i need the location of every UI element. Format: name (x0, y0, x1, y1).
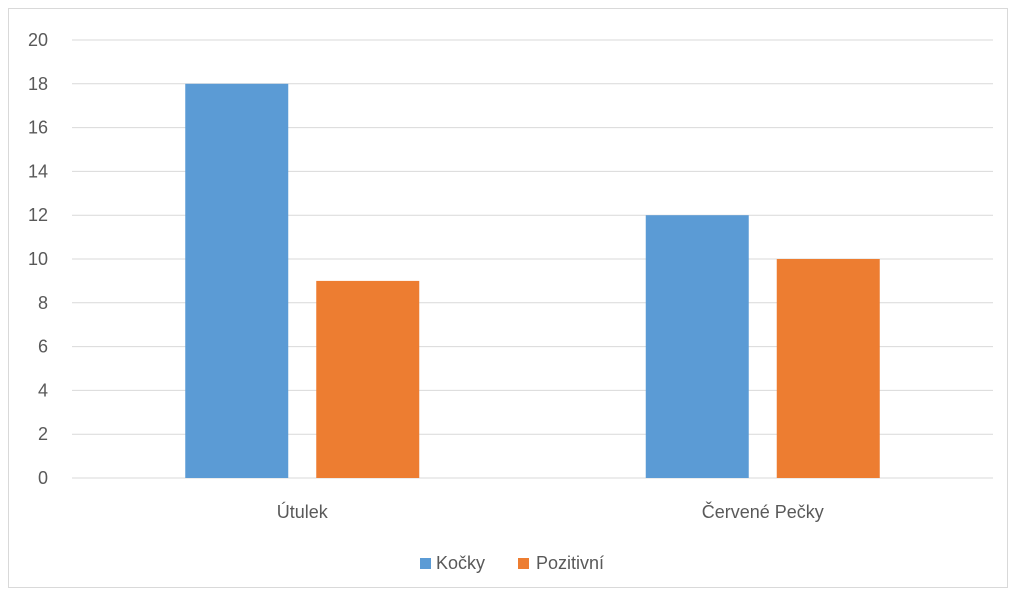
y-tick-label: 0 (38, 468, 48, 488)
y-tick-label: 2 (38, 424, 48, 444)
y-tick-label: 14 (28, 161, 48, 181)
y-tick-label: 10 (28, 249, 48, 269)
y-tick-label: 6 (38, 337, 48, 357)
legend-swatch (420, 558, 431, 569)
y-tick-label: 16 (28, 118, 48, 138)
y-tick-label: 20 (28, 30, 48, 50)
legend: Kočky Pozitivní (420, 553, 604, 573)
bar-kočky-0 (185, 83, 289, 479)
y-tick-label: 18 (28, 74, 48, 94)
y-axis-ticks: 0 2 4 6 8 10 12 14 16 18 20 (28, 30, 48, 488)
legend-label: Kočky (436, 553, 485, 573)
bar-pozitivní-0 (316, 280, 420, 478)
legend-swatch (518, 558, 529, 569)
y-tick-label: 4 (38, 380, 48, 400)
legend-label: Pozitivní (536, 553, 604, 573)
y-tick-label: 12 (28, 205, 48, 225)
x-tick-label: Útulek (277, 501, 329, 522)
y-tick-label: 8 (38, 293, 48, 313)
x-tick-label: Červené Pečky (702, 501, 824, 522)
x-axis-ticks: Útulek Červené Pečky (277, 501, 824, 522)
bar-pozitivní-1 (776, 259, 880, 478)
bars (185, 83, 880, 479)
bar-kočky-1 (645, 215, 749, 478)
